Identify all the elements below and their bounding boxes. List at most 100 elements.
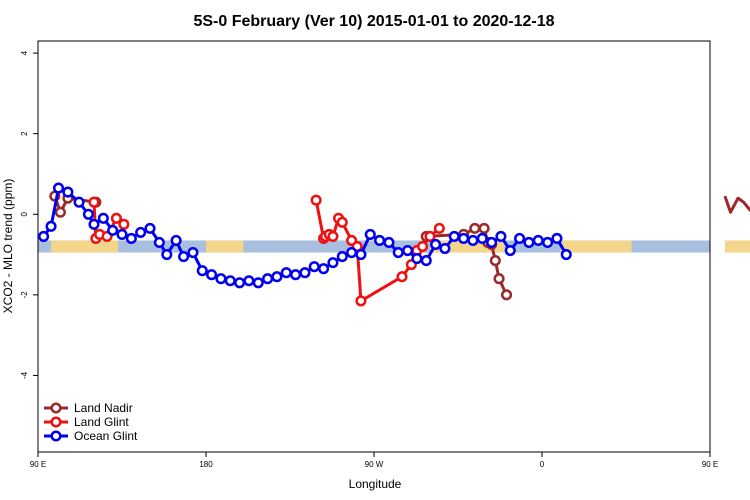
data-point	[336, 216, 348, 228]
data-point	[62, 186, 74, 198]
x-axis-label: Longitude	[349, 477, 402, 491]
data-point	[107, 224, 119, 236]
data-point	[73, 196, 85, 208]
data-point	[560, 249, 572, 261]
data-point	[551, 232, 563, 244]
data-point	[280, 267, 292, 279]
data-point	[346, 246, 358, 259]
legend-item-land-glint: Land Glint	[44, 415, 129, 429]
y-axis-label: XCO2 - MLO trend (ppm)	[1, 179, 15, 314]
series-land-glint	[88, 194, 445, 307]
legend-item-ocean-glint: Ocean Glint	[44, 429, 138, 443]
data-point	[420, 255, 432, 267]
data-point	[290, 269, 302, 281]
legend-label-land-glint: Land Glint	[74, 415, 129, 429]
data-point	[383, 236, 395, 249]
data-point	[125, 232, 137, 244]
data-point	[135, 226, 147, 238]
data-point	[224, 275, 236, 287]
chart-title: 5S-0 February (Ver 10) 2015-01-01 to 202…	[193, 13, 554, 30]
data-point	[374, 234, 386, 247]
data-point	[489, 255, 501, 267]
data-point	[54, 206, 66, 218]
data-point	[234, 277, 246, 289]
data-point	[424, 230, 436, 242]
x-tick-label: 0	[540, 460, 545, 469]
legend: Land Nadir Land Glint Ocean Glint	[44, 401, 138, 443]
data-point	[206, 269, 218, 281]
data-point	[433, 222, 445, 234]
data-point	[38, 230, 50, 242]
data-point	[187, 246, 199, 259]
data-point	[144, 222, 156, 234]
data-point	[262, 273, 274, 285]
x-tick-label: 90 W	[365, 460, 384, 469]
x-tick-label: 180	[199, 460, 213, 469]
data-point	[500, 289, 513, 301]
data-point	[271, 271, 283, 283]
data-point	[116, 228, 128, 240]
data-point	[161, 249, 173, 261]
data-point	[430, 238, 442, 251]
data-point	[416, 240, 429, 253]
y-tick-label: 2	[20, 131, 29, 136]
data-point	[299, 267, 311, 279]
data-point	[486, 236, 498, 249]
series-layer	[38, 182, 750, 307]
data-point	[88, 196, 100, 208]
data-point	[215, 273, 227, 285]
data-point	[402, 244, 414, 257]
data-point	[469, 222, 481, 234]
data-point	[243, 275, 255, 287]
x-tick-label: 90 E	[30, 460, 46, 469]
land-band-segment	[51, 240, 119, 253]
data-point	[458, 232, 470, 244]
y-tick-label: 0	[20, 211, 29, 216]
data-point	[392, 246, 404, 259]
data-point	[88, 218, 100, 230]
data-point	[467, 234, 479, 247]
data-point	[97, 212, 109, 224]
axis-layer: 90 E 180 90 W 0 90 E 4 2 0 -2 -4	[20, 50, 718, 469]
data-point	[411, 253, 423, 265]
data-point	[532, 234, 544, 247]
land-band-segment	[560, 240, 632, 253]
data-point	[118, 218, 130, 230]
data-point	[396, 271, 408, 283]
legend-label-land-nadir: Land Nadir	[74, 401, 133, 415]
data-point	[504, 244, 516, 257]
data-point	[252, 277, 264, 289]
data-point	[523, 236, 535, 249]
data-point	[336, 251, 348, 263]
data-point	[327, 230, 339, 242]
data-point	[355, 249, 367, 261]
data-point	[308, 261, 320, 273]
data-point	[45, 220, 57, 232]
data-point	[153, 236, 165, 249]
data-point	[355, 295, 367, 307]
y-tick-label: -4	[20, 371, 29, 379]
data-point	[476, 232, 488, 244]
data-point	[493, 273, 505, 285]
legend-item-land-nadir: Land Nadir	[44, 401, 133, 415]
y-tick-label: -2	[20, 291, 29, 299]
data-point	[110, 212, 122, 224]
data-point	[52, 182, 65, 194]
data-point	[82, 208, 94, 220]
legend-label-ocean-glint: Ocean Glint	[74, 429, 138, 443]
data-point	[170, 234, 182, 247]
data-point	[514, 232, 526, 244]
data-point	[478, 222, 490, 234]
land-band-segment	[724, 240, 750, 253]
data-point	[318, 263, 330, 275]
series-ocean-glint	[38, 182, 572, 289]
data-point	[364, 228, 376, 240]
data-point	[178, 251, 190, 263]
data-point	[327, 257, 339, 269]
x-tick-label: 90 E	[702, 460, 718, 469]
data-point	[495, 230, 507, 242]
series-line	[723, 195, 750, 214]
data-point	[439, 242, 451, 255]
data-point	[448, 230, 460, 242]
